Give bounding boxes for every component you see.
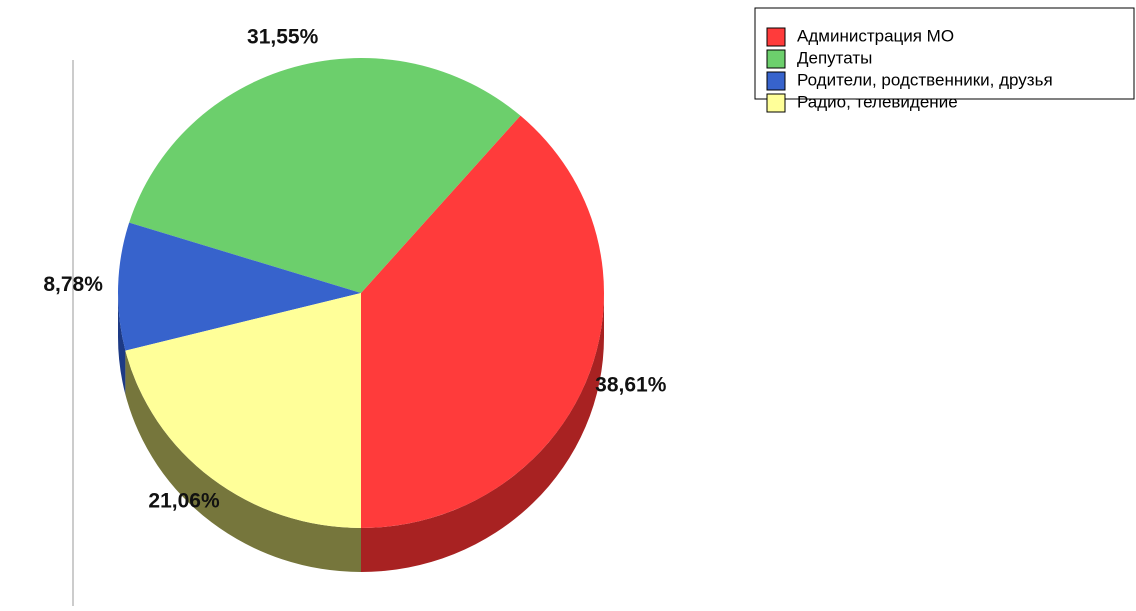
legend-label: Родители, родственники, друзья xyxy=(797,70,1053,89)
pie-slice xyxy=(125,293,361,528)
data-label: 21,06% xyxy=(148,490,220,513)
legend-swatch xyxy=(766,27,786,47)
data-label: 31,55% xyxy=(247,26,319,49)
legend-box xyxy=(754,7,1135,100)
pie-side xyxy=(361,293,604,572)
pie-slice xyxy=(117,222,361,351)
legend-swatch xyxy=(766,93,786,113)
legend-label: Радио, телевидение xyxy=(797,92,958,111)
legend-swatch xyxy=(766,71,786,91)
legend-label: Депутаты xyxy=(797,48,872,67)
pie-slice xyxy=(361,115,604,528)
data-label: 38,61% xyxy=(595,373,667,396)
pie-side xyxy=(118,293,126,395)
pie-slice xyxy=(129,58,521,293)
data-label: 8,78% xyxy=(43,273,103,296)
legend-label: Администрация МО xyxy=(797,26,954,45)
legend-swatch xyxy=(766,49,786,69)
pie-side xyxy=(125,350,361,572)
